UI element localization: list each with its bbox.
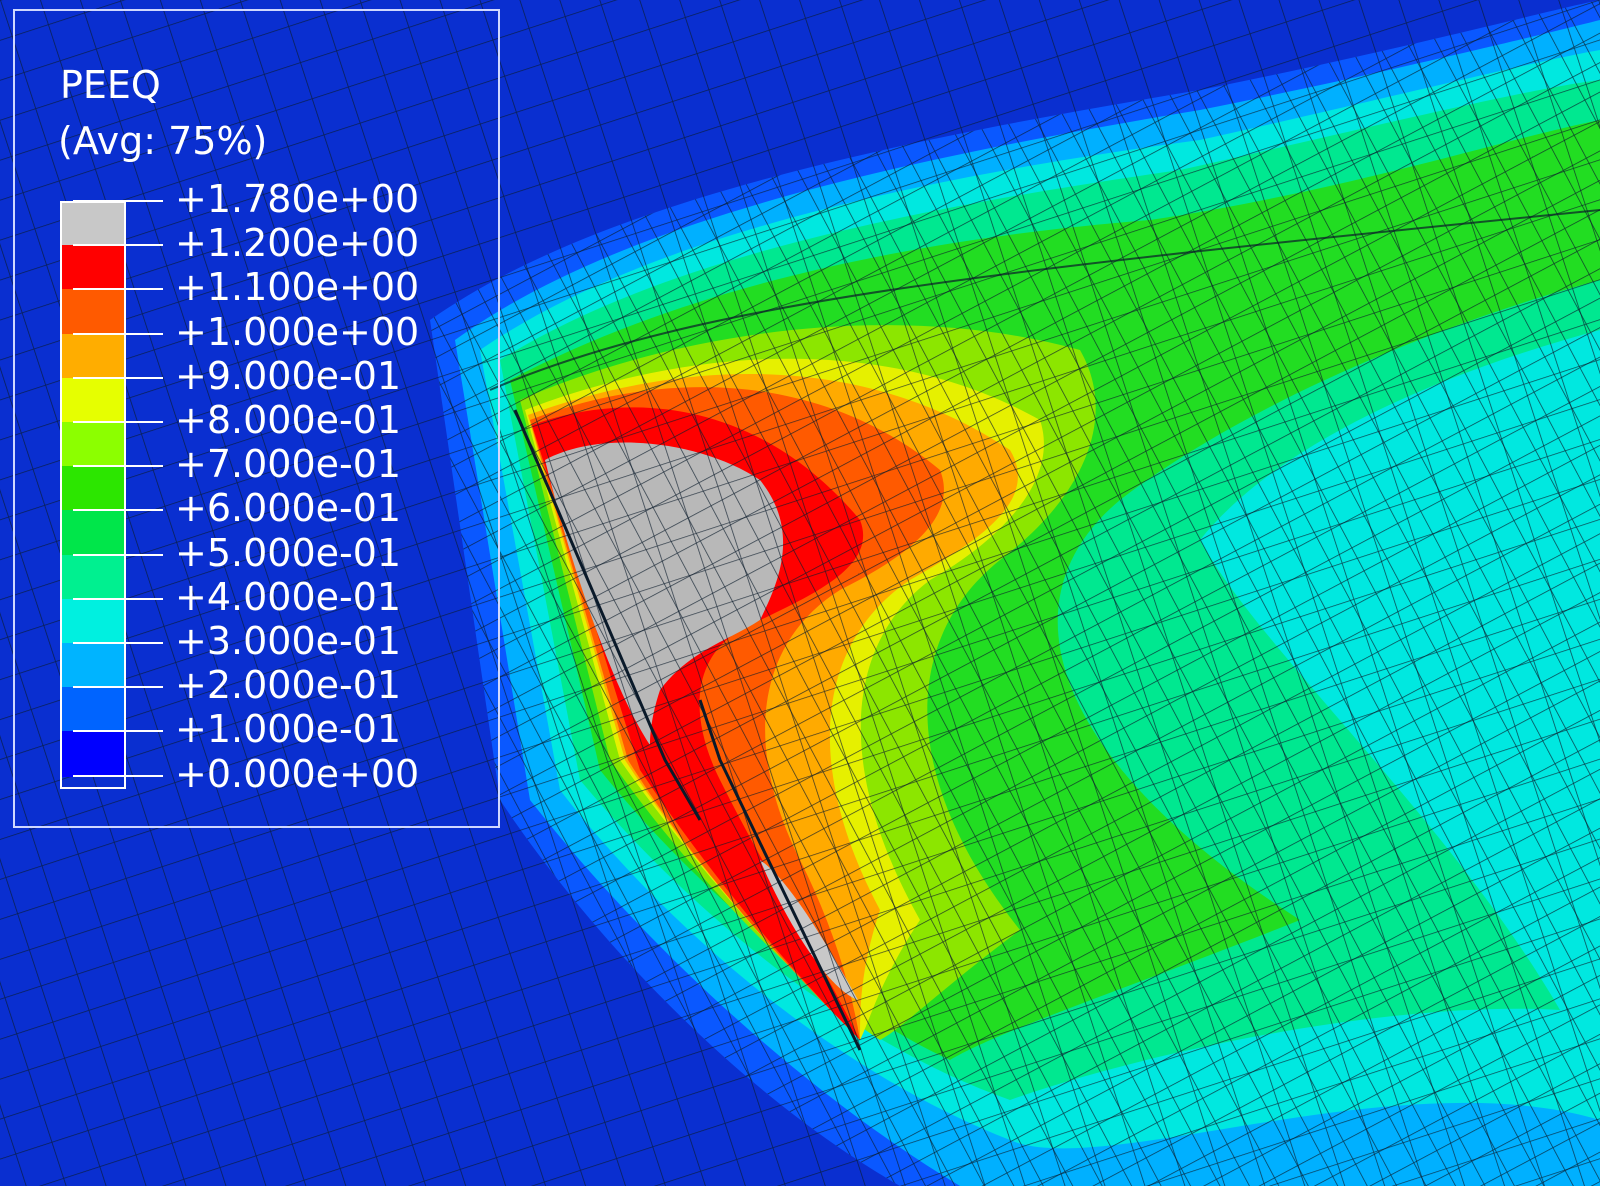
legend-swatch — [60, 289, 126, 335]
legend-swatch — [60, 598, 126, 644]
legend-swatch — [60, 687, 126, 733]
legend-tick-mark — [73, 509, 163, 512]
legend-swatch — [60, 422, 126, 468]
legend-tick-mark — [73, 421, 163, 423]
legend-tick-label: +5.000e-01 — [175, 530, 402, 575]
legend-subtitle: (Avg: 75%) — [58, 119, 268, 163]
legend-tick-label: +1.780e+00 — [175, 177, 420, 221]
legend-tick-label: +8.000e-01 — [175, 398, 402, 442]
legend-tick-label: +1.000e-01 — [175, 707, 402, 752]
legend-tick-label: +4.000e-01 — [175, 574, 402, 619]
legend-swatch — [60, 554, 126, 600]
legend-swatch — [60, 333, 126, 379]
legend-swatch — [60, 510, 126, 556]
ridge-line — [489, 209, 1600, 391]
legend-tick-mark — [73, 642, 163, 644]
legend-tick-label: +3.000e-01 — [175, 619, 402, 663]
legend-color-bar — [60, 201, 126, 789]
legend-swatch — [60, 731, 126, 777]
legend-tick-label: +1.200e+00 — [175, 221, 420, 266]
legend-tick-mark — [73, 774, 163, 777]
legend-tick-label: +9.000e-01 — [175, 353, 402, 398]
legend-panel: PEEQ (Avg: 75%) +1.780e+00 +1.200e+00 +1.1… — [13, 9, 500, 828]
legend-tick-label: +7.000e-01 — [175, 442, 402, 487]
legend-tick-label: +1.000e+00 — [175, 309, 420, 354]
legend-swatch — [60, 643, 126, 689]
legend-tick-mark — [73, 597, 163, 600]
legend-title: PEEQ — [60, 63, 161, 107]
legend-tick-mark — [73, 200, 163, 202]
legend-tick-label: +6.000e-01 — [175, 486, 402, 531]
legend-bar-border — [60, 201, 126, 789]
mesh-overlay-fine — [430, 0, 1600, 1186]
legend-tick-mark — [73, 376, 163, 379]
legend-tick-mark — [73, 686, 163, 689]
crack-edge-line-2 — [698, 699, 862, 1051]
legend-tick-mark — [73, 332, 163, 335]
legend-swatch — [60, 377, 126, 423]
legend-tick-label: +1.100e+00 — [175, 265, 420, 310]
legend-swatch — [60, 201, 126, 247]
legend-tick-mark — [73, 465, 163, 468]
legend-tick-mark — [73, 288, 163, 291]
crack-edge-line-1 — [513, 409, 702, 821]
legend-tick-mark — [73, 730, 163, 733]
legend-swatch — [60, 245, 126, 291]
legend-swatch — [60, 466, 126, 512]
legend-tick-mark — [73, 553, 163, 556]
legend-tick-label: +0.000e+00 — [175, 751, 420, 796]
legend-tick-label: +2.000e-01 — [175, 663, 402, 708]
legend-tick-mark — [73, 244, 163, 247]
